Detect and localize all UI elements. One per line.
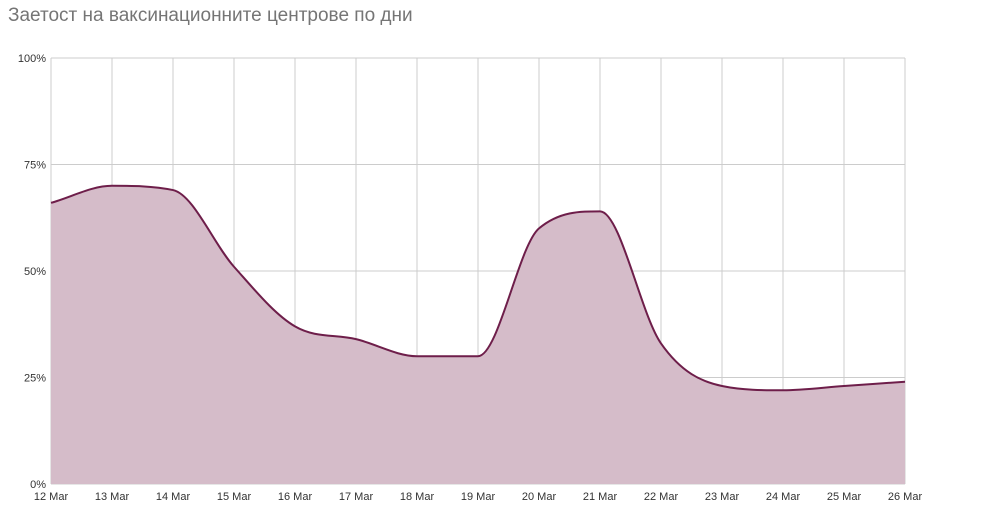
x-tick-label: 25 Mar [827, 491, 862, 503]
y-axis-tick-labels: 0% 25% 50% 75% 100% [18, 53, 46, 491]
y-tick-label: 25% [24, 373, 46, 385]
x-tick-label: 16 Mar [278, 491, 313, 503]
x-tick-label: 18 Mar [400, 491, 435, 503]
x-tick-label: 20 Mar [522, 491, 557, 503]
x-tick-label: 23 Mar [705, 491, 740, 503]
x-tick-label: 14 Mar [156, 491, 191, 503]
x-tick-label: 26 Mar [888, 491, 923, 503]
chart-title: Заетост на ваксинационните центрове по д… [8, 5, 413, 26]
x-tick-label: 13 Mar [95, 491, 130, 503]
y-tick-label: 75% [24, 160, 46, 172]
x-tick-label: 17 Mar [339, 491, 374, 503]
x-axis-tick-labels: 12 Mar 13 Mar 14 Mar 15 Mar 16 Mar 17 Mar 18 M… [34, 491, 923, 503]
series-area-fill [51, 185, 905, 485]
x-tick-label: 21 Mar [583, 491, 618, 503]
y-tick-label: 0% [30, 479, 46, 491]
x-tick-label: 19 Mar [461, 491, 496, 503]
x-tick-label: 12 Mar [34, 491, 69, 503]
y-tick-label: 50% [24, 266, 46, 278]
series-line [50, 184, 906, 392]
x-tick-label: 15 Mar [217, 491, 252, 503]
x-tick-label: 22 Mar [644, 491, 679, 503]
y-tick-label: 100% [18, 53, 46, 65]
x-tick-label: 24 Mar [766, 491, 801, 503]
